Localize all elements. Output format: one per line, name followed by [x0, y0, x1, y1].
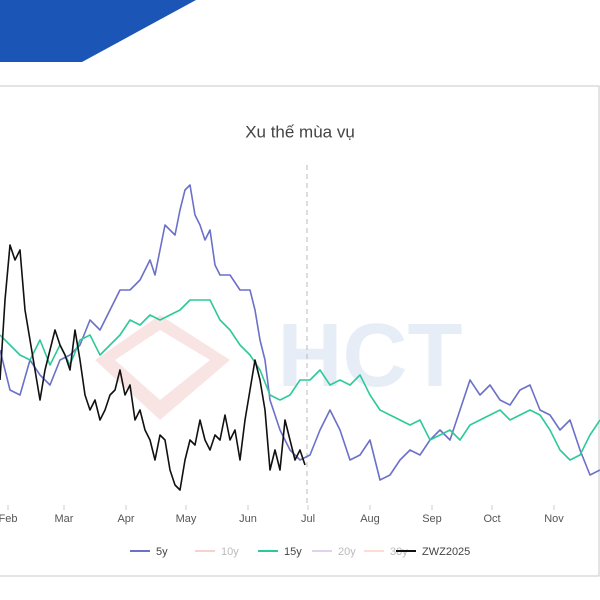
series-line: [0, 299, 600, 461]
legend-label: 5y: [156, 546, 168, 558]
banner: [0, 0, 196, 62]
chart-panel: [0, 85, 600, 577]
plot: Feb Mar Apr May Jun Jul Aug Sep Oct Nov: [0, 184, 600, 525]
legend-item[interactable]: 10y: [195, 546, 239, 558]
x-tick-label: Oct: [483, 513, 500, 525]
watermark-logo: [95, 315, 230, 420]
chart-title: Xu thế mùa vụ: [245, 122, 355, 141]
legend-item[interactable]: 20y: [312, 546, 356, 558]
legend-item[interactable]: 5y: [130, 546, 168, 558]
x-tick-label: Sep: [422, 513, 442, 525]
x-tick-label: Aug: [360, 513, 380, 525]
x-tick-label: Jun: [239, 513, 257, 525]
legend-item[interactable]: ZWZ2025: [396, 546, 470, 558]
legend-label: 10y: [221, 546, 239, 558]
legend: 5y10y15y20y30yZWZ2025: [130, 546, 470, 558]
x-tick-label: Nov: [544, 513, 564, 525]
x-tick-label: Jul: [301, 513, 315, 525]
x-tick-label: May: [176, 513, 197, 525]
legend-label: 20y: [338, 546, 356, 558]
series-line: [0, 184, 600, 481]
x-tick-label: Feb: [0, 513, 17, 525]
series-line: [0, 244, 306, 491]
x-tick-label: Mar: [55, 513, 74, 525]
legend-item[interactable]: 15y: [258, 546, 302, 558]
watermark: HCT: [278, 306, 463, 406]
legend-label: 15y: [284, 546, 302, 558]
x-tick-label: Apr: [117, 513, 134, 525]
legend-label: ZWZ2025: [422, 546, 470, 558]
